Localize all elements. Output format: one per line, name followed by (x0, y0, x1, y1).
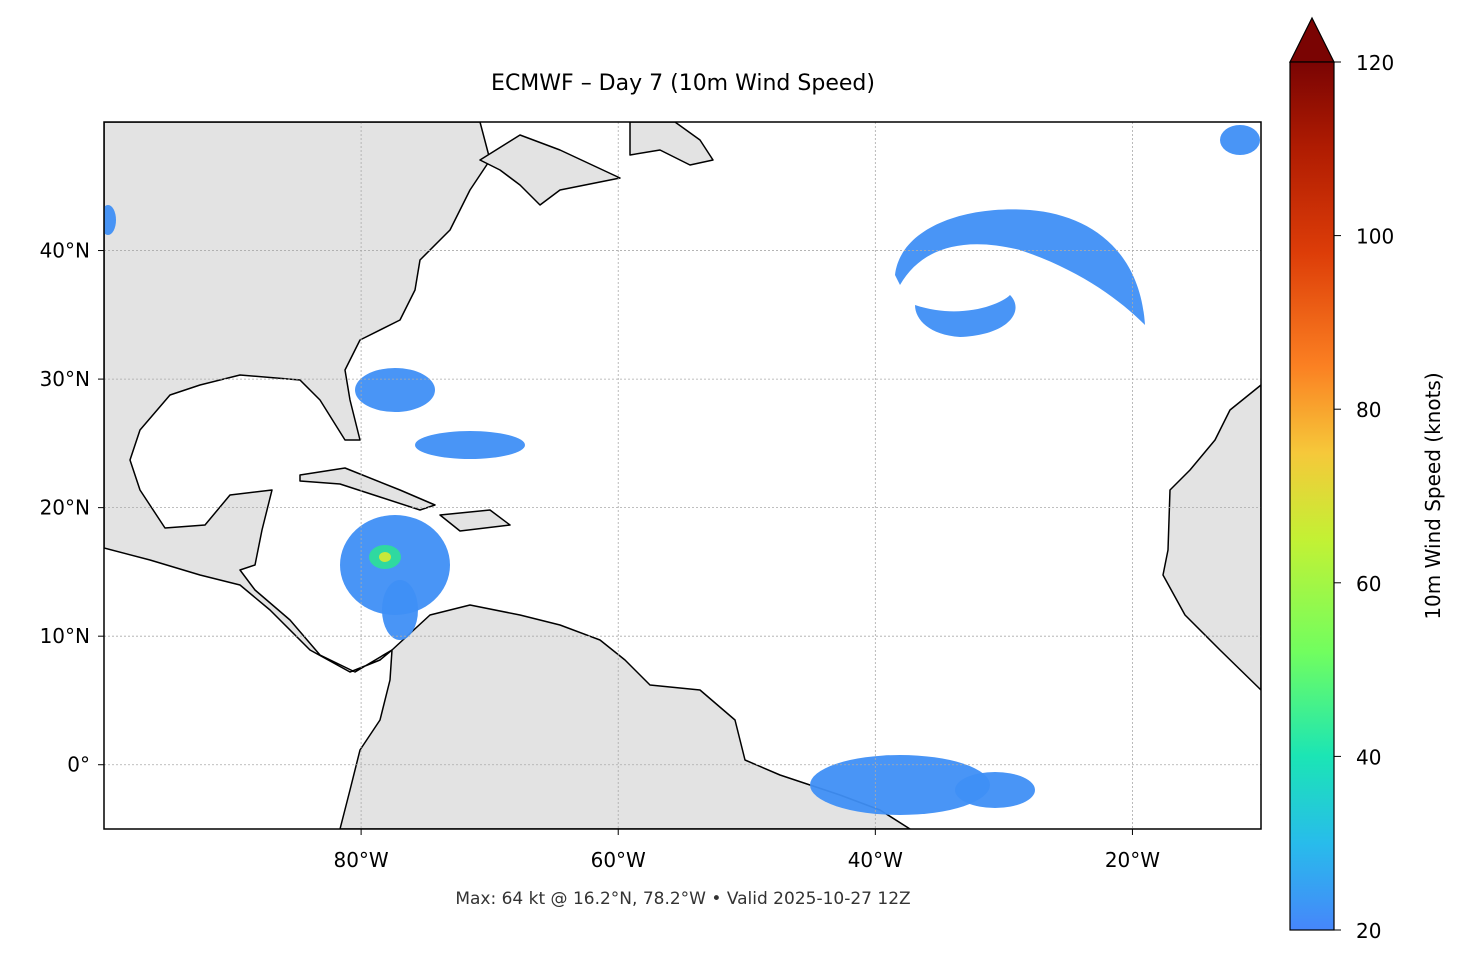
x-tick-label: 40°W (848, 848, 903, 872)
hispaniola (439, 509, 511, 532)
wind-field (104, 125, 1260, 815)
colorbar-tick-label: 40 (1356, 745, 1381, 769)
wind-area (415, 431, 525, 459)
colorbar-label: 10m Wind Speed (knots) (1421, 372, 1445, 619)
wind-area (104, 205, 116, 235)
colorbar-extend (1289, 16, 1335, 63)
wind-area (895, 209, 1145, 325)
map-frame (103, 121, 1262, 830)
x-tick-label: 80°W (333, 848, 388, 872)
map-area (104, 122, 1261, 829)
colorbar-tick-label: 80 (1356, 398, 1381, 422)
footer-note: Max: 64 kt @ 16.2°N, 78.2°W • Valid 2025… (455, 889, 910, 909)
wind-max (379, 552, 391, 562)
y-tick-label: 20°N (40, 496, 90, 520)
colorbar-tick-label: 20 (1356, 919, 1381, 943)
north-america (104, 122, 491, 673)
colorbar-bar (1289, 61, 1335, 931)
y-tick-label: 0° (67, 753, 90, 777)
wind-area (355, 368, 435, 412)
colorbar-tick-label: 60 (1356, 572, 1381, 596)
wind-area (955, 772, 1035, 808)
cuba (299, 467, 436, 511)
x-tick-label: 60°W (591, 848, 646, 872)
canada-maritimes (479, 134, 621, 206)
colorbar-tick-label: 100 (1356, 225, 1394, 249)
newfoundland (629, 122, 714, 166)
x-tick-label: 20°W (1105, 848, 1160, 872)
wind-area (810, 755, 990, 815)
y-tick-label: 30°N (40, 367, 90, 391)
colorbar: 10m Wind Speed (knots) 20 40 60 80 100 120 (1289, 16, 1445, 943)
africa (1162, 384, 1261, 691)
wind-area (915, 295, 1016, 337)
y-tick-label: 40°N (40, 239, 90, 263)
colorbar-tick-label: 120 (1356, 51, 1394, 75)
wind-area (1220, 125, 1260, 155)
graticule (104, 122, 1261, 829)
wind-area (382, 580, 418, 640)
y-tick-label: 10°N (40, 624, 90, 648)
map-title: ECMWF – Day 7 (10m Wind Speed) (491, 71, 875, 96)
axes: 80°W 60°W 40°W 20°W 0° 10°N 20°N 30°N 40°N (40, 239, 1161, 872)
